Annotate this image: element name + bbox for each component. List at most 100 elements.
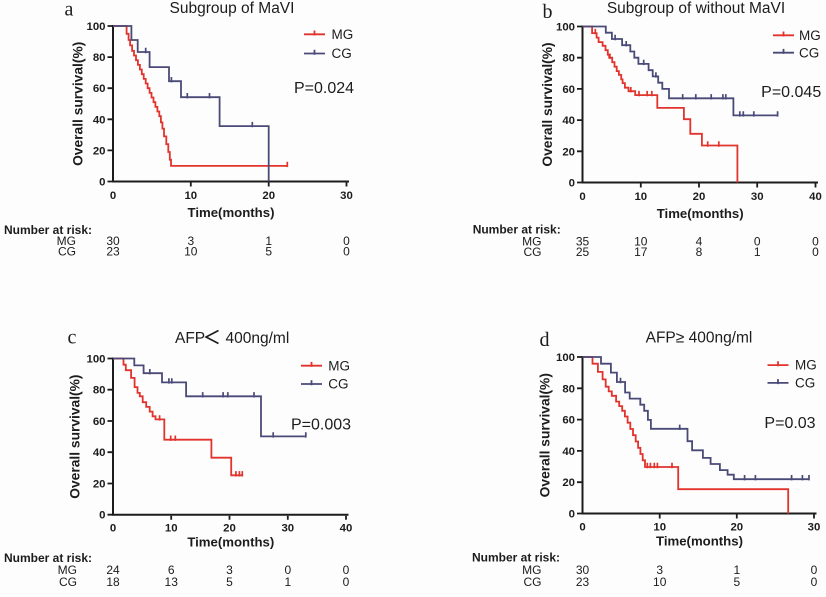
svg-text:0: 0 <box>579 191 585 203</box>
svg-text:0: 0 <box>343 234 350 248</box>
svg-text:CG: CG <box>799 45 819 60</box>
svg-text:40: 40 <box>562 446 575 458</box>
svg-text:60: 60 <box>93 83 106 95</box>
svg-text:0: 0 <box>569 509 575 521</box>
svg-text:MG: MG <box>328 358 350 373</box>
svg-text:0: 0 <box>110 523 116 535</box>
svg-text:0: 0 <box>284 563 291 577</box>
svg-text:MG: MG <box>522 234 541 248</box>
svg-text:40: 40 <box>809 191 822 203</box>
svg-text:MG: MG <box>57 234 76 248</box>
svg-text:MG: MG <box>799 28 821 43</box>
svg-text:Number at risk:: Number at risk: <box>473 223 561 237</box>
svg-text:CG: CG <box>332 46 352 61</box>
svg-text:0: 0 <box>579 521 585 533</box>
svg-text:Overall survival(%): Overall survival(%) <box>71 42 86 166</box>
svg-text:10: 10 <box>634 234 648 248</box>
svg-text:0: 0 <box>343 575 350 589</box>
svg-text:Number at risk:: Number at risk: <box>4 551 92 565</box>
svg-text:80: 80 <box>93 385 106 397</box>
svg-text:80: 80 <box>93 52 106 64</box>
svg-text:60: 60 <box>562 84 575 96</box>
svg-text:17: 17 <box>634 245 648 259</box>
svg-text:a: a <box>65 0 74 21</box>
svg-text:30: 30 <box>808 521 821 533</box>
svg-text:60: 60 <box>93 416 106 428</box>
svg-text:80: 80 <box>562 53 575 65</box>
svg-text:30: 30 <box>281 523 294 535</box>
svg-text:20: 20 <box>93 479 106 491</box>
svg-text:MG: MG <box>332 27 354 42</box>
svg-text:100: 100 <box>556 352 575 364</box>
svg-text:23: 23 <box>576 575 590 589</box>
svg-text:1: 1 <box>284 575 291 589</box>
svg-text:Time(months): Time(months) <box>188 205 275 220</box>
svg-text:P=0.03: P=0.03 <box>764 415 815 432</box>
svg-text:6: 6 <box>168 563 175 577</box>
svg-text:Overall survival(%): Overall survival(%) <box>538 373 553 497</box>
svg-text:30: 30 <box>576 563 590 577</box>
svg-text:AFP≥ 400ng/ml: AFP≥ 400ng/ml <box>646 330 753 347</box>
svg-text:40: 40 <box>93 447 106 459</box>
svg-text:CG: CG <box>524 245 542 259</box>
svg-text:5: 5 <box>733 575 740 589</box>
svg-text:40: 40 <box>340 523 353 535</box>
svg-text:P=0.045: P=0.045 <box>761 84 821 101</box>
svg-text:0: 0 <box>811 575 818 589</box>
svg-text:Time(months): Time(months) <box>187 535 274 550</box>
svg-text:20: 20 <box>93 145 106 157</box>
svg-text:Number at risk:: Number at risk: <box>472 551 560 565</box>
svg-text:10: 10 <box>184 244 198 258</box>
svg-text:CG: CG <box>59 575 77 589</box>
svg-text:0: 0 <box>99 177 105 189</box>
svg-text:1: 1 <box>733 563 740 577</box>
svg-text:25: 25 <box>576 245 590 259</box>
svg-text:10: 10 <box>653 521 666 533</box>
svg-text:b: b <box>543 1 553 23</box>
svg-text:20: 20 <box>562 146 575 158</box>
svg-text:Number at risk:: Number at risk: <box>4 223 92 237</box>
svg-text:0: 0 <box>812 245 819 259</box>
svg-text:30: 30 <box>106 234 120 248</box>
svg-text:0: 0 <box>343 244 350 258</box>
svg-text:3: 3 <box>226 563 233 577</box>
svg-text:80: 80 <box>562 383 575 395</box>
svg-text:0: 0 <box>99 510 105 522</box>
svg-text:35: 35 <box>576 234 590 248</box>
svg-text:c: c <box>68 327 77 349</box>
svg-text:13: 13 <box>165 575 179 589</box>
svg-text:d: d <box>540 329 550 351</box>
svg-text:CG: CG <box>328 377 348 392</box>
svg-text:MG: MG <box>522 563 541 577</box>
svg-text:20: 20 <box>730 521 743 533</box>
svg-text:100: 100 <box>86 354 105 366</box>
svg-text:MG: MG <box>795 358 817 373</box>
svg-text:AFP: AFP <box>175 330 205 347</box>
svg-text:1: 1 <box>265 234 272 248</box>
svg-text:400ng/ml: 400ng/ml <box>226 330 290 347</box>
svg-text:Time(months): Time(months) <box>656 534 743 549</box>
svg-text:0: 0 <box>569 178 575 190</box>
svg-text:0: 0 <box>811 563 818 577</box>
svg-text:8: 8 <box>696 245 703 259</box>
svg-text:MG: MG <box>58 563 77 577</box>
svg-text:18: 18 <box>106 575 120 589</box>
svg-text:1: 1 <box>754 245 761 259</box>
svg-text:100: 100 <box>86 21 105 33</box>
svg-text:P=0.024: P=0.024 <box>294 80 354 97</box>
svg-text:23: 23 <box>106 244 120 258</box>
svg-text:30: 30 <box>751 191 764 203</box>
svg-text:20: 20 <box>562 477 575 489</box>
svg-text:24: 24 <box>106 563 120 577</box>
svg-text:CG: CG <box>524 575 542 589</box>
svg-text:20: 20 <box>262 190 275 202</box>
svg-text:20: 20 <box>223 523 236 535</box>
svg-text:3: 3 <box>656 563 663 577</box>
svg-text:Overall survival(%): Overall survival(%) <box>540 42 555 166</box>
svg-text:40: 40 <box>562 115 575 127</box>
svg-text:Time(months): Time(months) <box>657 206 744 221</box>
svg-text:10: 10 <box>653 575 667 589</box>
svg-text:0: 0 <box>812 234 819 248</box>
svg-text:0: 0 <box>110 190 116 202</box>
svg-text:5: 5 <box>265 244 272 258</box>
